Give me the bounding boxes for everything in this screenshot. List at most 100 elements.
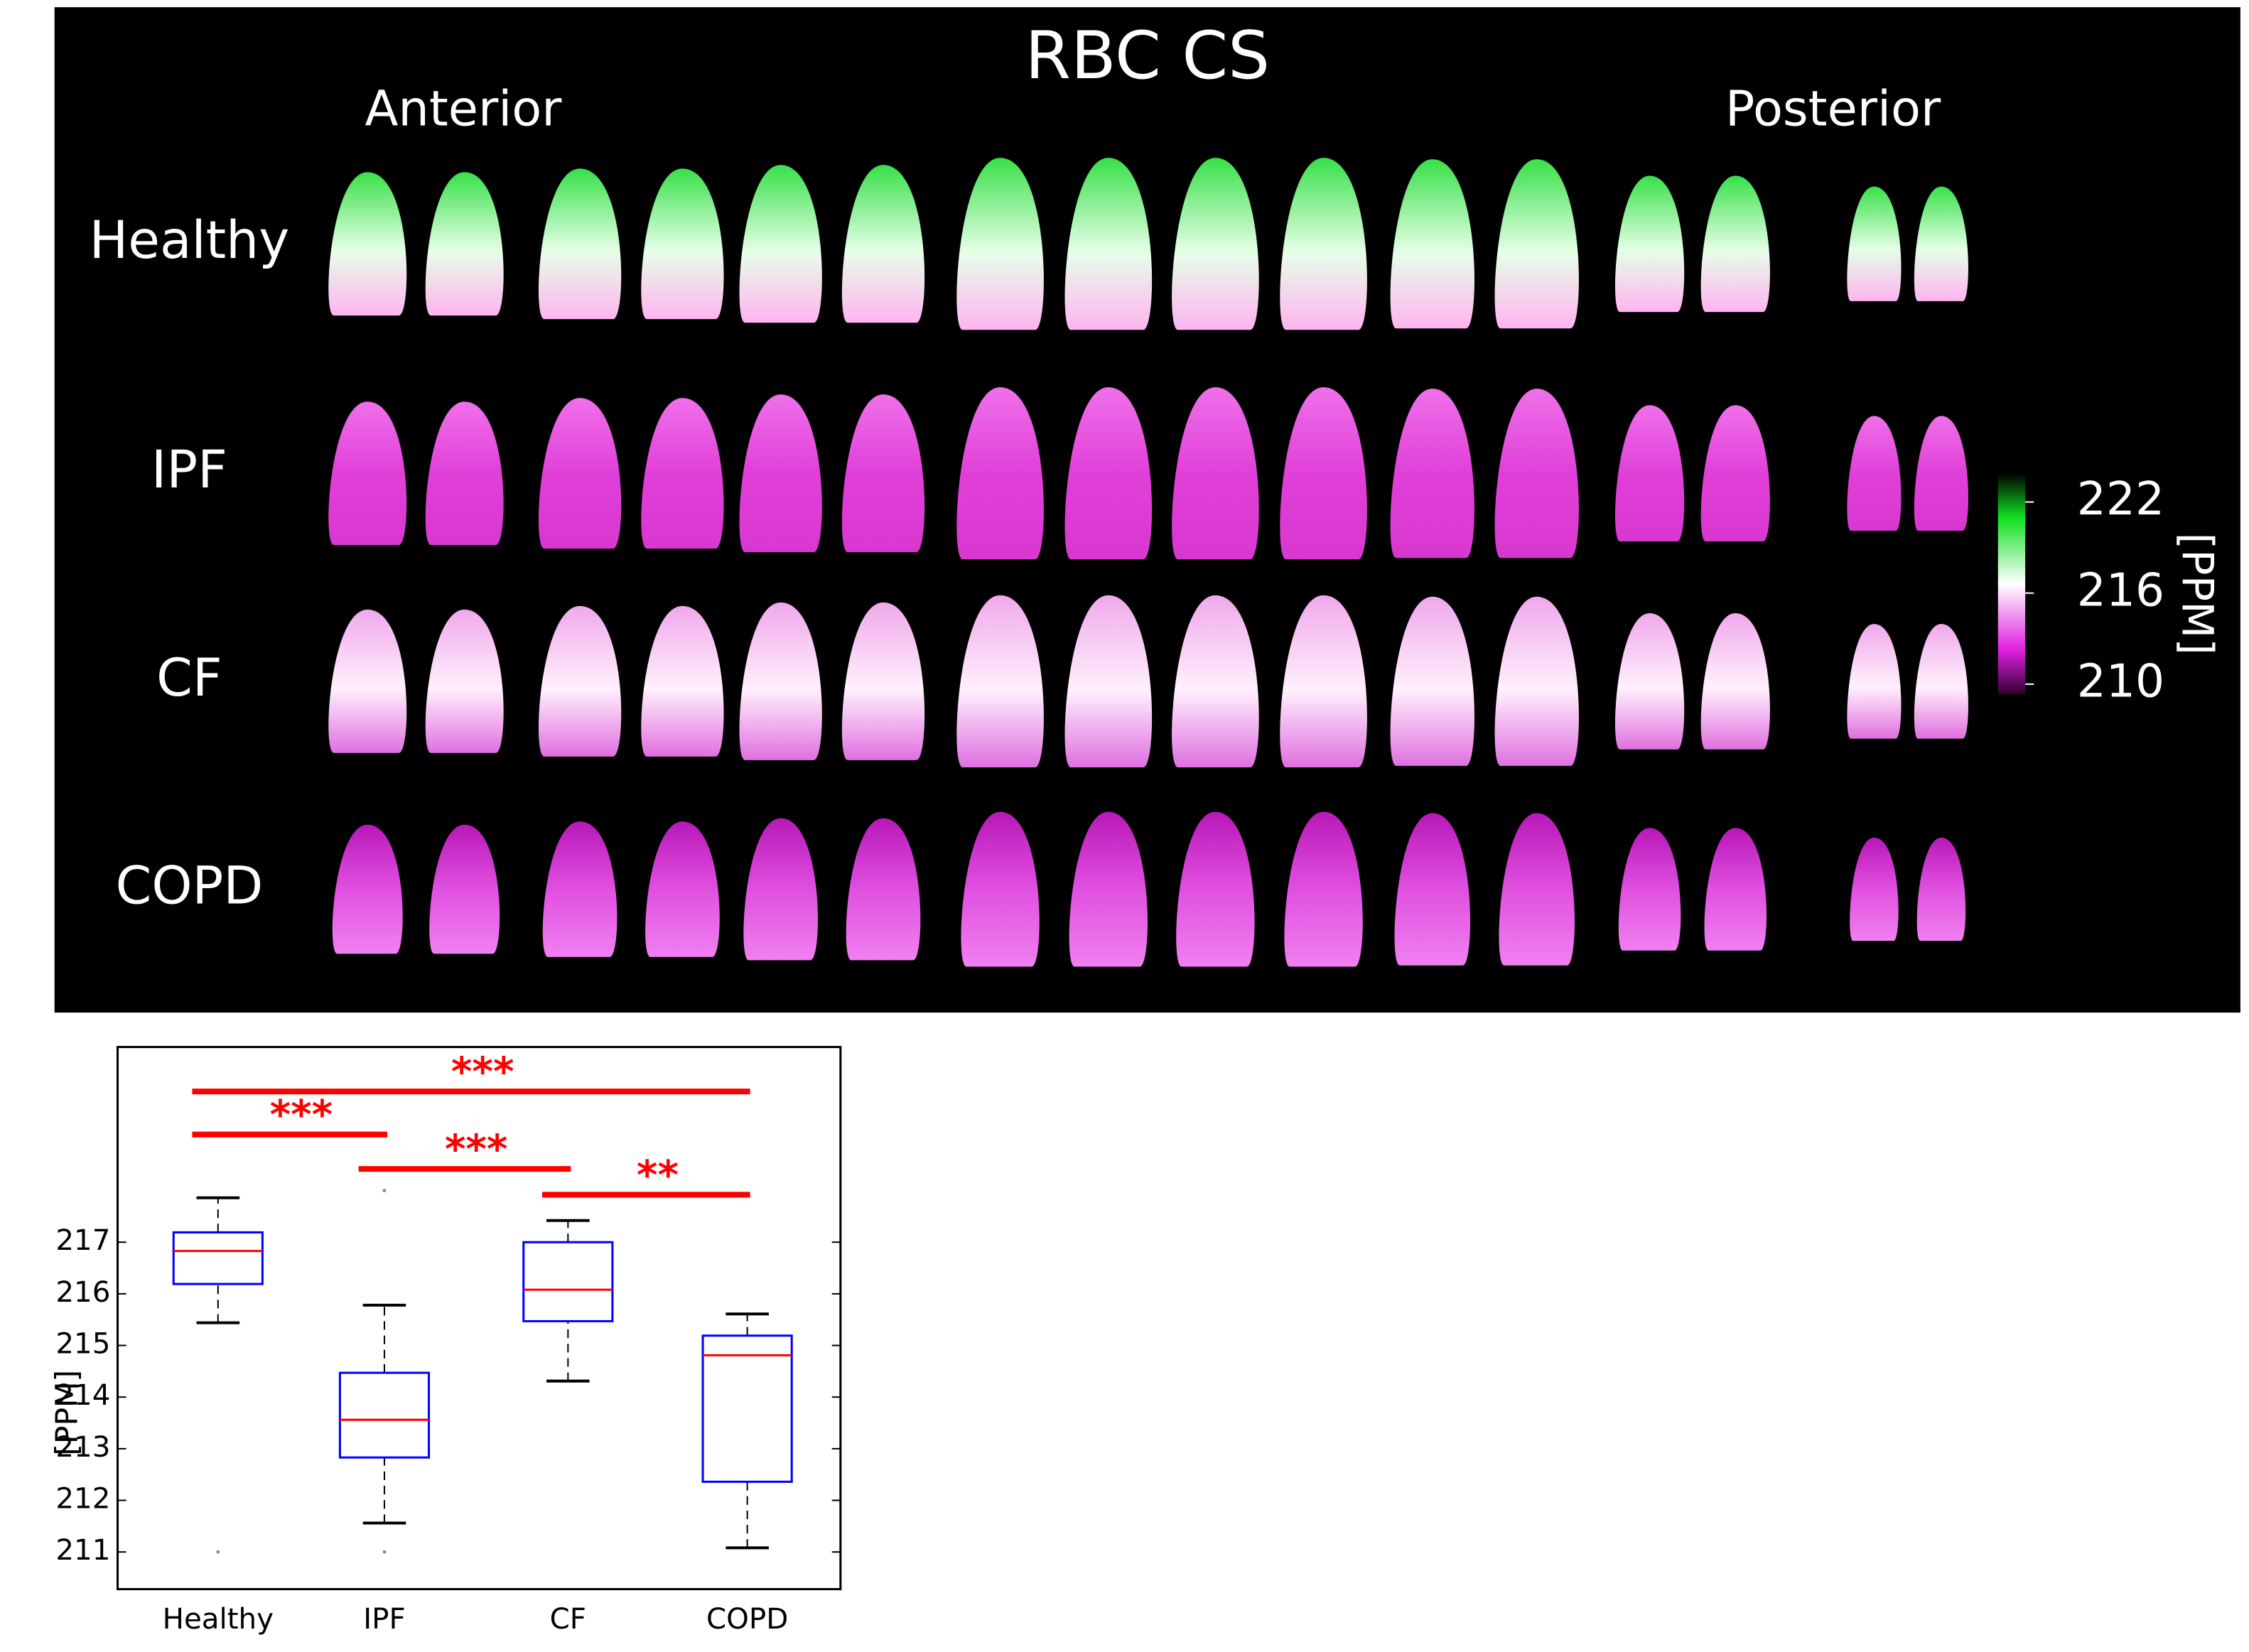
y-tick-label: 217 xyxy=(55,1224,110,1257)
row-label: CF xyxy=(156,649,222,708)
outlier xyxy=(216,1550,220,1554)
lung-image xyxy=(425,609,504,753)
lung-image xyxy=(332,824,403,954)
lung-image xyxy=(328,401,407,546)
lung-image xyxy=(1176,811,1255,967)
row-label: IPF xyxy=(151,441,227,500)
y-tick-label: 215 xyxy=(55,1327,110,1361)
lung-image xyxy=(1850,837,1899,941)
lung-image xyxy=(1499,813,1575,966)
lung-image xyxy=(328,609,407,753)
lung-image xyxy=(1064,158,1153,330)
y-tick-label: 213 xyxy=(55,1430,110,1464)
lung-image xyxy=(1390,159,1474,329)
lung-image xyxy=(641,168,724,320)
lung-image xyxy=(1172,158,1259,330)
lung-image xyxy=(1494,389,1579,558)
outlier xyxy=(382,1189,387,1192)
panel-title: RBC CS xyxy=(1025,17,1270,94)
lung-image xyxy=(1614,612,1685,750)
lung-image xyxy=(1847,416,1902,531)
lung-image xyxy=(538,168,622,320)
lung-image xyxy=(425,172,504,316)
lung-image xyxy=(841,602,925,760)
lung-image xyxy=(1394,813,1471,966)
x-tick-label: Healthy xyxy=(163,1602,274,1636)
lung-image xyxy=(739,165,822,323)
lung-image xyxy=(429,824,500,954)
lung-image xyxy=(739,602,822,760)
lung-image xyxy=(1700,405,1770,542)
box xyxy=(172,1231,264,1285)
lung-image xyxy=(1916,837,1966,941)
lung-image xyxy=(1914,416,1968,531)
lung-image xyxy=(961,811,1040,967)
lung-image xyxy=(743,818,819,961)
x-tick-label: IPF xyxy=(363,1602,405,1636)
lung-image xyxy=(1614,176,1685,313)
y-tick-label: 214 xyxy=(55,1378,110,1412)
lung-image xyxy=(1064,387,1153,560)
lung-image xyxy=(1700,612,1770,750)
lung-image xyxy=(538,605,622,757)
lung-image xyxy=(1172,595,1259,767)
significance-label: *** xyxy=(451,1049,514,1096)
lung-image xyxy=(328,172,407,316)
y-axis-label: [PPM] xyxy=(49,1370,84,1456)
lung-image xyxy=(1618,828,1681,951)
significance-label: *** xyxy=(445,1127,508,1173)
row-label: Healthy xyxy=(90,211,290,271)
lung-image xyxy=(956,158,1044,330)
lung-image xyxy=(1847,624,1902,739)
lung-image xyxy=(739,394,822,553)
colorbar-tick-label: 216 xyxy=(2077,563,2164,617)
lung-image xyxy=(1700,176,1770,313)
lung-image xyxy=(1914,624,1968,739)
y-tick-label: 211 xyxy=(55,1533,110,1567)
lung-image xyxy=(1704,828,1767,951)
lung-image xyxy=(956,595,1044,767)
lung-image xyxy=(841,394,925,553)
lung-image xyxy=(1494,596,1579,766)
lung-image xyxy=(1390,596,1474,766)
lung-image xyxy=(1390,389,1474,558)
view-label: Anterior xyxy=(365,81,562,138)
lung-image xyxy=(846,818,921,961)
y-tick-label: 216 xyxy=(55,1275,110,1309)
lung-image xyxy=(1847,186,1902,301)
colorbar xyxy=(1997,473,2026,695)
lung-image xyxy=(1494,159,1579,329)
lung-image xyxy=(956,387,1044,560)
box xyxy=(701,1334,793,1483)
y-tick-label: 212 xyxy=(55,1482,110,1516)
lung-image xyxy=(1064,595,1153,767)
view-label: Posterior xyxy=(1725,81,1941,138)
lung-image xyxy=(841,165,925,323)
significance-label: *** xyxy=(270,1092,333,1138)
lung-image xyxy=(1280,595,1367,767)
x-tick-label: COPD xyxy=(706,1602,788,1636)
lung-image xyxy=(1614,405,1685,542)
lung-image xyxy=(542,821,617,957)
lung-image xyxy=(645,821,720,957)
colorbar-label: [PPM] xyxy=(2172,532,2222,655)
lung-image xyxy=(1172,387,1259,560)
x-tick-label: CF xyxy=(550,1602,586,1636)
lung-image xyxy=(641,605,724,757)
lung-image xyxy=(538,398,622,549)
significance-label: ** xyxy=(637,1152,679,1199)
colorbar-tick-label: 210 xyxy=(2077,654,2164,708)
lung-image xyxy=(1914,186,1968,301)
lung-image xyxy=(1280,387,1367,560)
colorbar-tick-label: 222 xyxy=(2077,473,2164,526)
lung-image xyxy=(1284,811,1363,967)
lung-image xyxy=(1069,811,1148,967)
lung-image xyxy=(425,401,504,546)
box xyxy=(338,1371,431,1459)
lung-image xyxy=(641,398,724,549)
lung-image xyxy=(1280,158,1367,330)
outlier xyxy=(382,1550,387,1554)
row-label: COPD xyxy=(116,857,264,917)
